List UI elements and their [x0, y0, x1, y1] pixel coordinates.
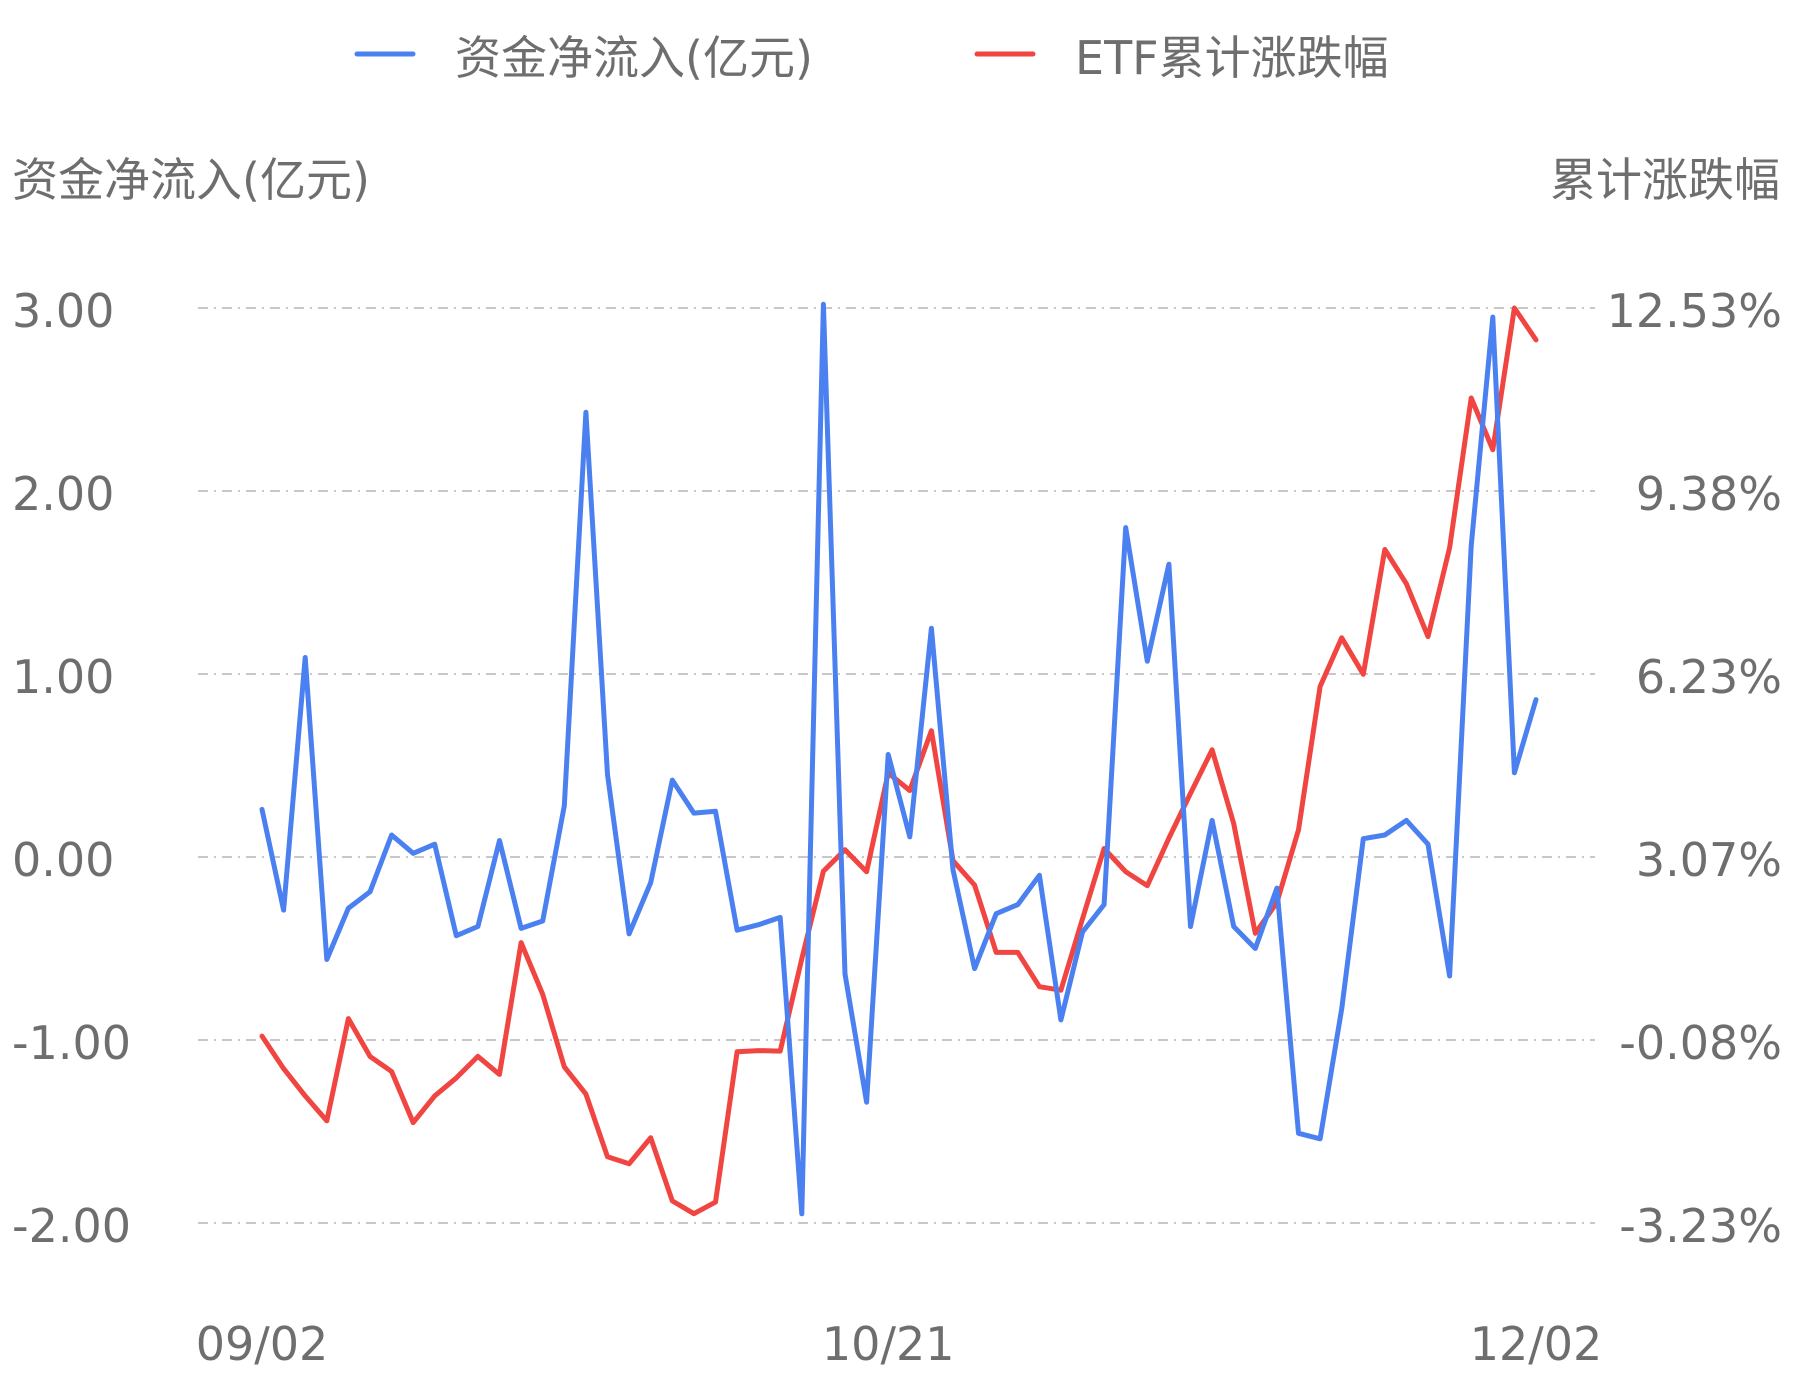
y-axis-left-title: 资金净流入(亿元) — [12, 153, 370, 207]
series-lines — [259, 301, 1539, 1217]
legend: 资金净流入(亿元) ETF累计涨跌幅 — [354, 31, 1389, 85]
x-axis-ticks: 09/02 10/21 12/02 — [196, 1317, 1603, 1371]
series-line-etf — [259, 305, 1539, 1217]
x-tick-label: 09/02 — [196, 1317, 329, 1371]
y-right-tick: 9.38% — [1636, 467, 1782, 521]
y-axis-right-ticks: 12.53% 9.38% 6.23% 3.07% -0.08% -3.23% — [1607, 284, 1782, 1253]
legend-label-etf: ETF累计涨跌幅 — [1075, 31, 1389, 85]
y-axis-left-ticks: 3.00 2.00 1.00 0.00 -1.00 -2.00 — [12, 284, 131, 1253]
legend-label-inflow: 资金净流入(亿元) — [455, 31, 813, 85]
y-left-tick: 0.00 — [12, 833, 114, 887]
y-axis-right-title: 累计涨跌幅 — [1550, 153, 1780, 207]
gridlines — [198, 307, 1595, 1224]
x-tick-label: 12/02 — [1470, 1317, 1603, 1371]
y-left-tick: 1.00 — [12, 650, 114, 704]
y-left-tick: -2.00 — [12, 1199, 131, 1253]
y-left-tick: 3.00 — [12, 284, 114, 338]
y-right-tick: 3.07% — [1636, 833, 1782, 887]
y-right-tick: 12.53% — [1607, 284, 1782, 338]
y-right-tick: -0.08% — [1619, 1016, 1782, 1070]
x-tick-label: 10/21 — [822, 1317, 955, 1371]
y-left-tick: 2.00 — [12, 467, 114, 521]
series-line-inflow — [259, 301, 1539, 1217]
y-left-tick: -1.00 — [12, 1016, 131, 1070]
y-right-tick: 6.23% — [1636, 650, 1782, 704]
y-right-tick: -3.23% — [1619, 1199, 1782, 1253]
